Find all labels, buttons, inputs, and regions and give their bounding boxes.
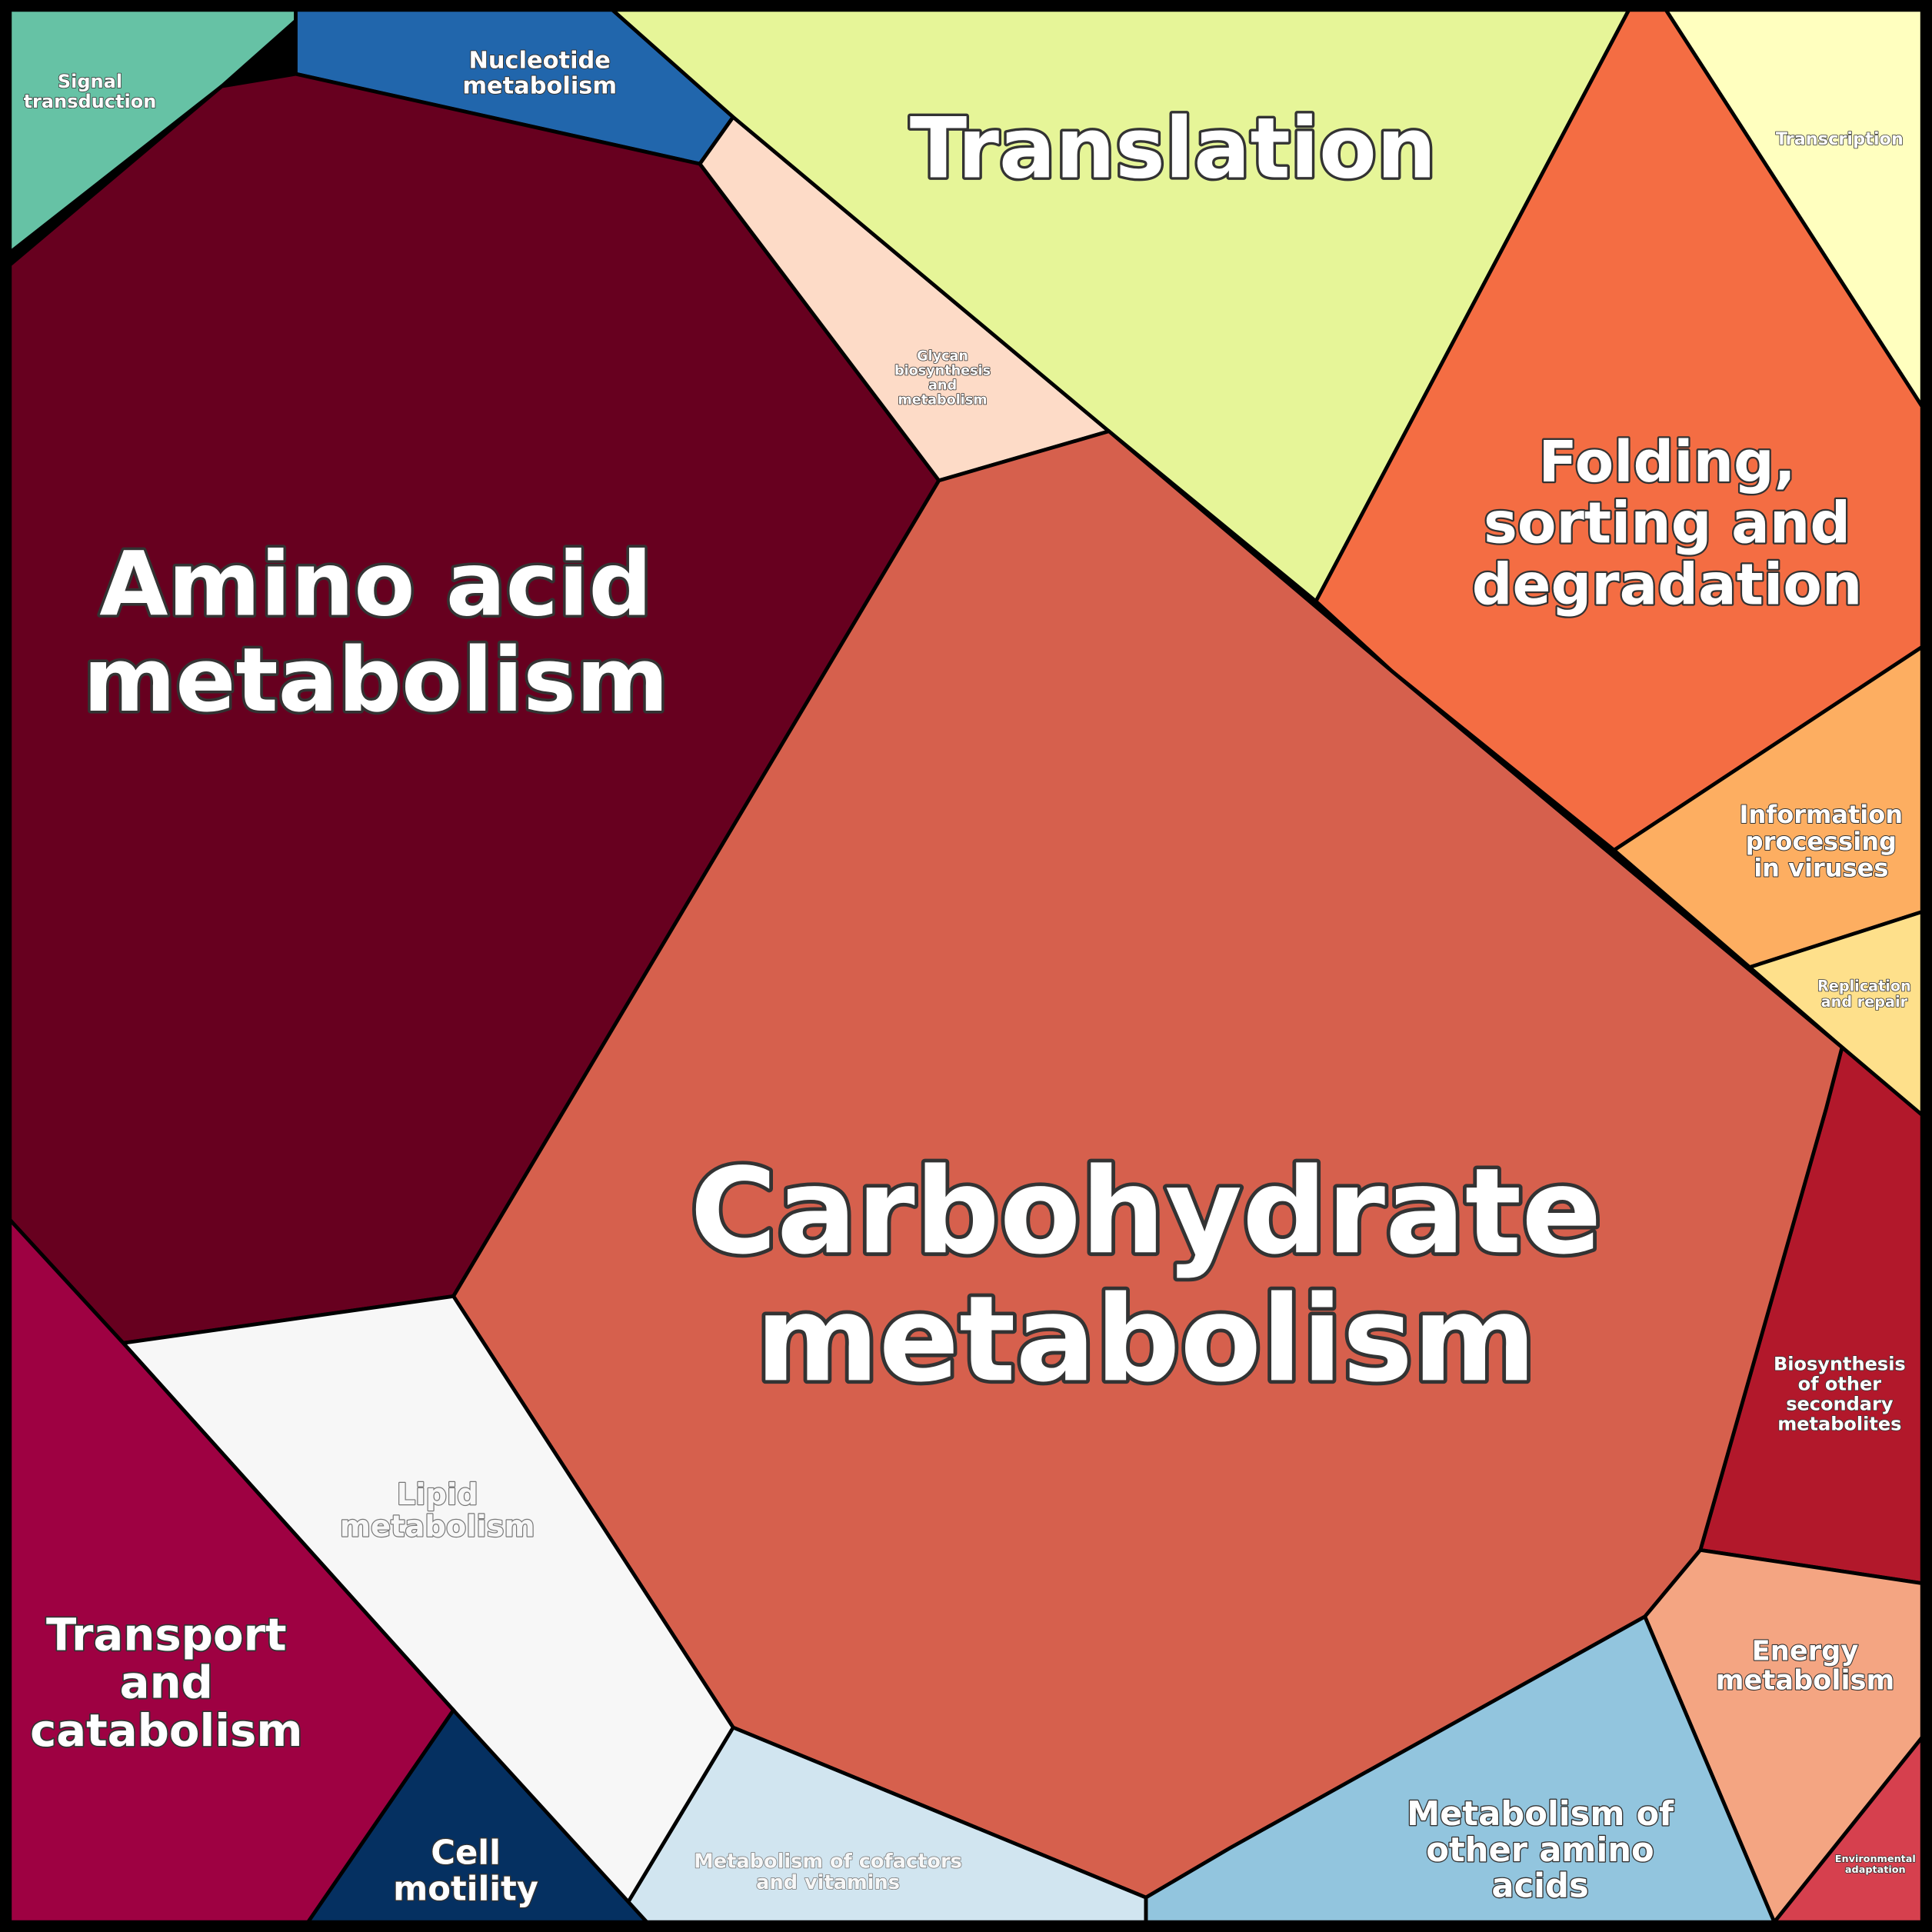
cells: [8, 8, 1924, 1926]
label-line: Cell: [431, 1834, 501, 1872]
label-line: other amino: [1426, 1830, 1654, 1869]
label-line: motility: [393, 1870, 538, 1908]
cell: [1770, 1732, 1924, 1924]
cell-label: Signal transduction: [24, 71, 157, 112]
cell: [607, 8, 1632, 605]
label-line: Energy: [1752, 1636, 1859, 1667]
cell-label: Information processing in viruses: [1740, 800, 1904, 882]
cell-label: Folding, sorting and degradation: [1472, 430, 1863, 618]
label-line: of other: [1798, 1374, 1882, 1395]
cell-label: Energy metabolism: [1716, 1636, 1895, 1697]
label-line: Nucleotide: [468, 47, 611, 74]
label-line: processing: [1746, 827, 1897, 856]
label-line: metabolism: [1716, 1665, 1895, 1697]
label-line: Translation: [910, 99, 1437, 197]
label-line: Metabolism of: [1407, 1795, 1674, 1834]
cell: [304, 1707, 651, 1924]
label-line: biosynthesis: [894, 363, 991, 378]
cell-label: Cell motility: [393, 1834, 538, 1908]
cell-label: Glycan biosynthesis and metabolism: [894, 348, 991, 408]
label-line: Transcription: [1776, 129, 1904, 149]
label-line: acids: [1491, 1867, 1588, 1905]
label-line: Replication: [1817, 977, 1911, 994]
label-line: metabolism: [340, 1509, 535, 1544]
label-line: Lipid: [397, 1477, 478, 1511]
cell-label: Biosynthesis of other secondary metabolites: [1774, 1354, 1906, 1435]
label-line: Metabolism of cofactors: [694, 1850, 962, 1873]
cell-label: Amino acid metabolism: [83, 533, 668, 732]
label-line: metabolism: [756, 1271, 1537, 1408]
cell-label: Carbohydrate metabolism: [690, 1143, 1601, 1408]
label-line: Transport: [46, 1608, 287, 1661]
cell-label: Lipid metabolism: [340, 1477, 535, 1544]
label-line: degradation: [1472, 552, 1863, 618]
label-line: Environmental: [1835, 1853, 1916, 1864]
cell-label: Environmental adaptation: [1835, 1853, 1916, 1875]
label-line: in viruses: [1754, 853, 1888, 882]
label-line: catabolism: [30, 1704, 302, 1756]
cell-label: Translation: [910, 99, 1437, 197]
label-line: metabolism: [898, 392, 987, 408]
cell-label: Metabolism of cofactors and vitamins: [694, 1850, 962, 1894]
label-line: Glycan: [917, 348, 968, 364]
cell-label: Metabolism of other amino acids: [1407, 1795, 1674, 1905]
label-line: and: [928, 378, 957, 393]
label-line: and vitamins: [756, 1871, 900, 1894]
label-line: Amino acid: [99, 533, 652, 636]
cell-label: Transcription: [1776, 129, 1904, 149]
cell-label: Replication and repair: [1817, 977, 1911, 1011]
label-line: and repair: [1821, 993, 1908, 1011]
label-line: sorting and: [1484, 491, 1850, 557]
label-line: Folding,: [1538, 430, 1795, 495]
label-line: Signal: [58, 71, 122, 92]
label-line: Information: [1740, 800, 1904, 829]
label-line: metabolites: [1777, 1413, 1901, 1434]
label-line: secondary: [1786, 1393, 1894, 1414]
label-line: metabolism: [462, 72, 617, 99]
label-line: Biosynthesis: [1774, 1354, 1906, 1375]
cell-label: Nucleotide metabolism: [462, 47, 617, 99]
label-line: adaptation: [1845, 1864, 1906, 1875]
cell-label: Transport and catabolism: [30, 1608, 302, 1757]
label-line: transduction: [24, 91, 157, 112]
label-line: and: [120, 1656, 213, 1708]
label-line: Carbohydrate: [690, 1143, 1601, 1281]
label-line: metabolism: [83, 629, 668, 732]
